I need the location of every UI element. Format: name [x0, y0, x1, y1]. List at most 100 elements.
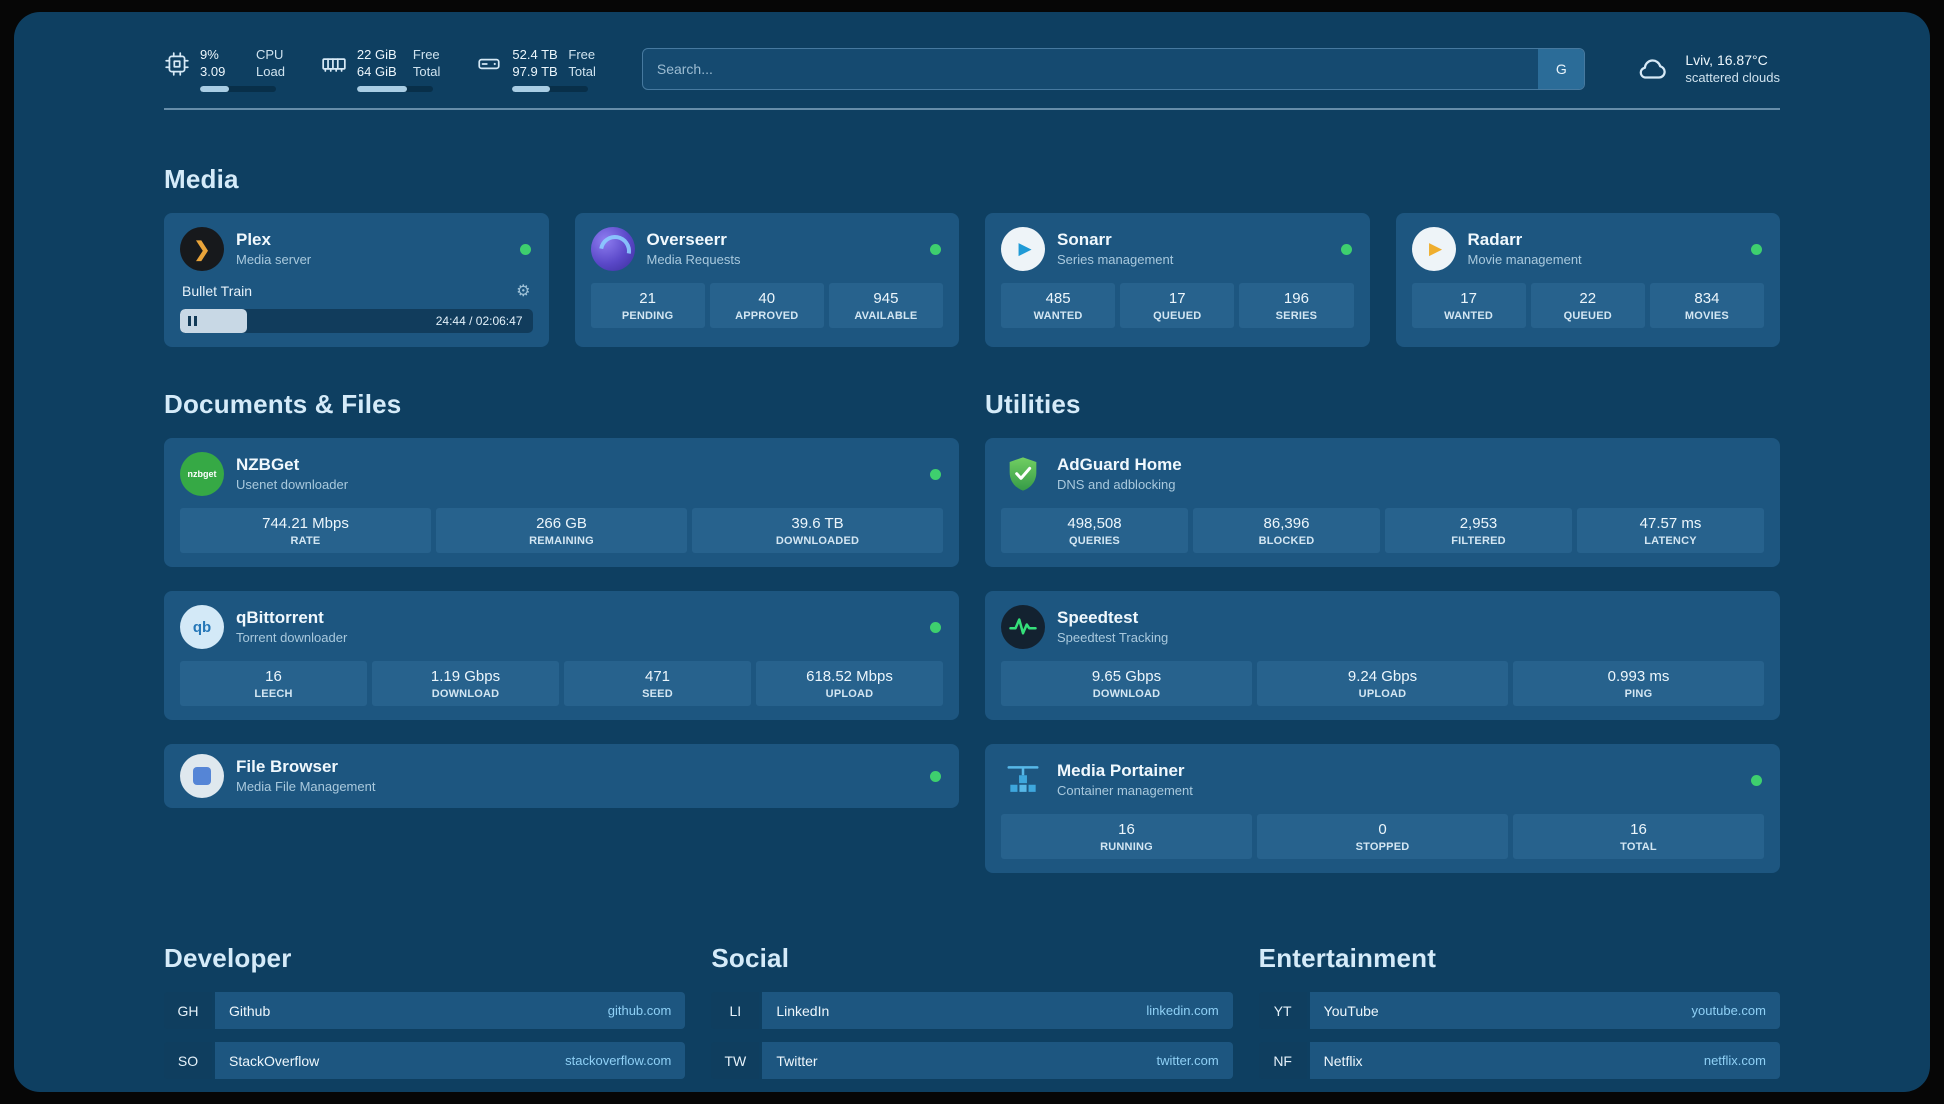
- service-subtitle: Speedtest Tracking: [1057, 629, 1169, 645]
- service-name: Speedtest: [1057, 608, 1139, 628]
- bookmark-github[interactable]: GH Github github.com: [164, 992, 686, 1029]
- service-subtitle: Media File Management: [236, 778, 376, 794]
- stat-downloaded: 39.6 TB DOWNLOADED: [692, 508, 943, 553]
- service-card-qbittorrent[interactable]: qb qBittorrent Torrent downloader 16 LEE…: [164, 591, 959, 720]
- section-title-documents: Documents & Files: [164, 389, 402, 419]
- status-dot: [519, 243, 531, 255]
- bookmark-twitter[interactable]: TW Twitter twitter.com: [711, 1042, 1233, 1079]
- section-media: Media Plex Media server Bullet Train ⚙: [164, 164, 1780, 347]
- service-card-overseerr[interactable]: Overseerr Media Requests 21 PENDING 40 A…: [574, 213, 959, 347]
- overseerr-icon: [590, 227, 635, 271]
- nzbget-icon: nzbget: [180, 452, 224, 496]
- now-playing-title: Bullet Train: [182, 283, 253, 299]
- service-subtitle: Series management: [1057, 251, 1174, 267]
- disk-total-label: Total: [568, 64, 596, 79]
- cpu-usage-value: 9%: [200, 47, 219, 62]
- weather-location-temp: Lviv, 16.87°C: [1685, 52, 1768, 68]
- stat-filtered: 2,953 FILTERED: [1385, 508, 1572, 553]
- stat-total: 16 TOTAL: [1513, 814, 1764, 859]
- bookmark-name: StackOverflow: [229, 1052, 320, 1069]
- status-dot: [930, 468, 941, 480]
- service-card-portainer[interactable]: Media Portainer Container management 16 …: [985, 744, 1780, 873]
- stat-blocked: 86,396 BLOCKED: [1193, 508, 1380, 553]
- disk-free-label: Free: [568, 47, 596, 62]
- service-name: File Browser: [236, 757, 339, 777]
- top-bar: 9% 3.09 CPU Load 22 GiB 64 GiB: [164, 46, 1780, 92]
- filebrowser-icon: [180, 754, 224, 798]
- service-card-nzbget[interactable]: nzbget NZBGet Usenet downloader 744.21 M…: [164, 438, 959, 567]
- stat-ping: 0.993 ms PING: [1513, 661, 1764, 706]
- stat-upload: 618.52 Mbps UPLOAD: [756, 661, 943, 706]
- service-subtitle: DNS and adblocking: [1057, 476, 1176, 492]
- section-title-social: Social: [711, 943, 790, 973]
- service-name: qBittorrent: [236, 608, 324, 628]
- ram-total-value: 64 GiB: [356, 64, 397, 79]
- ram-icon: [322, 58, 346, 72]
- bookmarks-developer: Developer GH Github github.com SO StackO…: [164, 943, 686, 1092]
- disk-progress-bar: [512, 86, 589, 92]
- bookmark-abbr: GH: [164, 992, 212, 1029]
- cpu-icon: [165, 52, 189, 76]
- pause-icon[interactable]: [188, 316, 197, 326]
- service-subtitle: Media Requests: [646, 251, 741, 267]
- stat-wanted: 485 WANTED: [1001, 283, 1116, 328]
- bookmark-name: Netflix: [1323, 1052, 1363, 1069]
- search-bar: G: [641, 48, 1586, 90]
- bookmark-stackoverflow[interactable]: SO StackOverflow stackoverflow.com: [164, 1042, 686, 1079]
- disk-icon: [478, 58, 501, 70]
- bookmark-abbr: TW: [711, 1042, 760, 1079]
- stat-pending: 21 PENDING: [590, 283, 705, 328]
- speedtest-icon: [1001, 605, 1045, 649]
- sonarr-icon: [1001, 227, 1045, 271]
- cpu-load-label: Load: [256, 64, 285, 79]
- bookmark-url: github.com: [607, 1003, 672, 1018]
- stat-approved: 40 APPROVED: [709, 283, 824, 328]
- bookmarks-entertainment: Entertainment YT YouTube youtube.com NF …: [1258, 943, 1780, 1092]
- radarr-icon: [1411, 227, 1456, 271]
- service-name: Overseerr: [646, 230, 727, 250]
- playback-time: 24:44 / 02:06:47: [435, 314, 523, 328]
- plex-seekbar[interactable]: 24:44 / 02:06:47: [180, 309, 533, 333]
- ram-progress-bar: [356, 86, 433, 92]
- portainer-icon: [1001, 758, 1045, 802]
- service-card-speedtest[interactable]: Speedtest Speedtest Tracking 9.65 Gbps D…: [985, 591, 1780, 720]
- ram-free-value: 22 GiB: [356, 47, 397, 62]
- qbittorrent-icon: qb: [180, 605, 224, 649]
- service-card-radarr[interactable]: Radarr Movie management 17 WANTED 22 QUE…: [1395, 213, 1780, 347]
- bookmark-youtube[interactable]: YT YouTube youtube.com: [1258, 992, 1780, 1029]
- disk-metric: 52.4 TB 97.9 TB Free Total: [476, 46, 596, 92]
- service-subtitle: Container management: [1057, 782, 1193, 798]
- stat-available: 945 AVAILABLE: [828, 283, 944, 328]
- adguard-icon: [1001, 452, 1045, 496]
- service-name: Sonarr: [1057, 230, 1112, 250]
- search-input[interactable]: [642, 49, 1539, 89]
- bookmark-name: YouTube: [1323, 1002, 1379, 1019]
- service-card-plex[interactable]: Plex Media server Bullet Train ⚙ 24:44 /…: [164, 213, 549, 347]
- section-documents: Documents & Files nzbget NZBGet Usenet d…: [164, 389, 959, 808]
- bookmark-url: twitter.com: [1156, 1053, 1219, 1068]
- service-name: AdGuard Home: [1057, 455, 1182, 475]
- service-card-filebrowser[interactable]: File Browser Media File Management: [164, 744, 959, 808]
- stat-queued: 22 QUEUED: [1530, 283, 1645, 328]
- service-name: Media Portainer: [1057, 761, 1185, 781]
- service-subtitle: Torrent downloader: [236, 629, 348, 645]
- stat-latency: 47.57 ms LATENCY: [1577, 508, 1764, 553]
- dashboard-window: 9% 3.09 CPU Load 22 GiB 64 GiB: [14, 12, 1930, 1092]
- section-utilities: Utilities AdGuard Home: [985, 389, 1780, 873]
- status-dot: [930, 770, 941, 782]
- section-title-developer: Developer: [164, 943, 292, 973]
- plex-icon: [180, 227, 224, 271]
- stat-queries: 498,508 QUERIES: [1001, 508, 1188, 553]
- bookmark-linkedin[interactable]: LI LinkedIn linkedin.com: [711, 992, 1233, 1029]
- service-card-sonarr[interactable]: Sonarr Series management 485 WANTED 17 Q…: [985, 213, 1370, 347]
- status-dot: [1340, 243, 1352, 255]
- bookmark-url: netflix.com: [1703, 1053, 1766, 1068]
- cloud-icon: [1640, 59, 1667, 79]
- cpu-progress-bar: [200, 86, 276, 92]
- seek-fill: [180, 309, 247, 333]
- service-card-adguard[interactable]: AdGuard Home DNS and adblocking 498,508 …: [985, 438, 1780, 567]
- gear-icon[interactable]: ⚙: [516, 283, 531, 300]
- search-engine-button[interactable]: G: [1538, 49, 1585, 89]
- service-name: NZBGet: [236, 455, 300, 475]
- bookmark-netflix[interactable]: NF Netflix netflix.com: [1258, 1042, 1780, 1079]
